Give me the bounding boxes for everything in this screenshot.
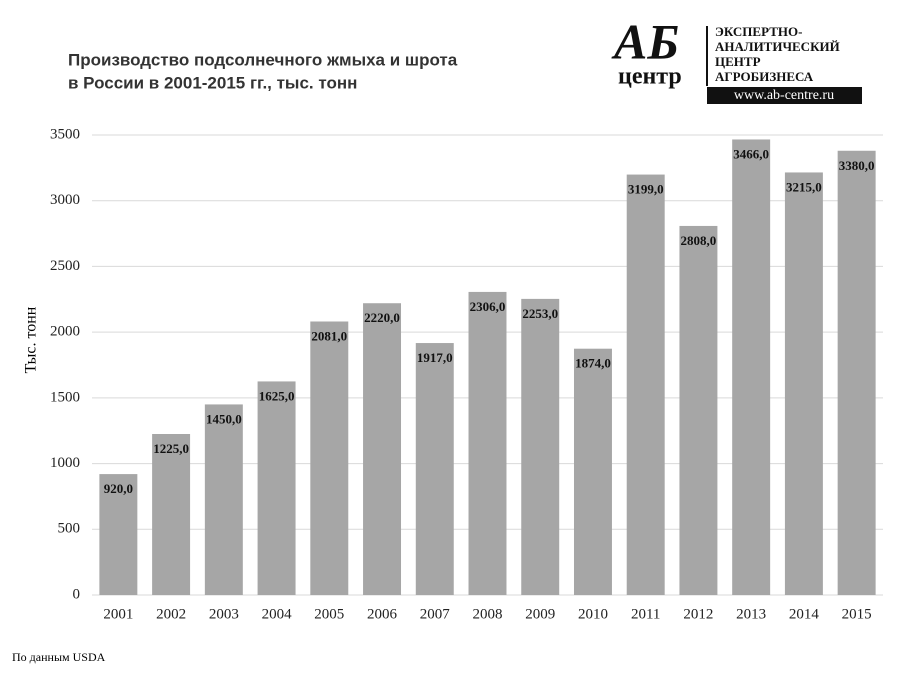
value-label: 2081,0	[311, 328, 347, 343]
bar	[152, 434, 191, 595]
value-label: 1917,0	[417, 350, 453, 365]
value-label: 3199,0	[628, 182, 664, 197]
y-tick-label: 0	[73, 586, 81, 602]
value-label: 1874,0	[575, 356, 611, 371]
x-tick-label: 2002	[156, 606, 186, 622]
logo: АБ центр ЭКСПЕРТНО- АНАЛИТИЧЕСКИЙ ЦЕНТР …	[611, 13, 862, 104]
bar	[363, 303, 402, 595]
value-label: 1625,0	[259, 388, 295, 403]
value-label: 2253,0	[522, 306, 558, 321]
value-label: 2220,0	[364, 310, 400, 325]
value-label: 2306,0	[470, 299, 506, 314]
logo-mark: АБ	[611, 13, 679, 69]
x-tick-label: 2015	[842, 606, 872, 622]
source-note: По данным USDA	[12, 650, 106, 664]
logo-sub: центр	[618, 64, 682, 90]
y-tick-label: 3500	[50, 126, 80, 142]
x-tick-label: 2009	[525, 606, 555, 622]
bar	[837, 150, 876, 595]
chart-title: в России в 2001-2015 гг., тыс. тонн	[68, 73, 357, 92]
x-tick-label: 2008	[473, 606, 503, 622]
x-tick-label: 2014	[789, 606, 820, 622]
logo-text: АГРОБИЗНЕСА	[715, 69, 814, 84]
y-tick-label: 1500	[50, 389, 80, 405]
y-tick-label: 500	[58, 521, 81, 537]
bar	[415, 343, 454, 595]
x-tick-label: 2010	[578, 606, 608, 622]
bar	[679, 225, 718, 595]
logo-url-box	[707, 87, 862, 104]
bar	[626, 174, 665, 595]
logo-text: ЭКСПЕРТНО-	[715, 24, 802, 39]
y-tick-label: 2000	[50, 324, 80, 340]
value-label: 3215,0	[786, 179, 822, 194]
bar	[521, 298, 560, 595]
y-tick-label: 3000	[50, 192, 80, 208]
bar	[732, 139, 771, 595]
y-tick-label: 2500	[50, 258, 80, 274]
bar	[784, 172, 823, 595]
x-tick-label: 2011	[631, 606, 660, 622]
x-tick-label: 2013	[736, 606, 766, 622]
x-tick-label: 2006	[367, 606, 398, 622]
y-axis-label: Тыс. тонн	[23, 306, 40, 373]
value-label: 1450,0	[206, 411, 242, 426]
logo-url: www.ab-centre.ru	[734, 88, 834, 103]
bar	[257, 381, 296, 595]
logo-text: ЦЕНТР	[715, 54, 761, 69]
x-tick-label: 2005	[314, 606, 344, 622]
y-tick-label: 1000	[50, 455, 80, 471]
value-label: 2808,0	[681, 233, 717, 248]
x-tick-label: 2001	[103, 606, 133, 622]
value-label: 1225,0	[153, 441, 189, 456]
x-tick-label: 2012	[683, 606, 713, 622]
bar	[204, 404, 243, 595]
bar	[310, 321, 349, 595]
bar	[468, 291, 507, 595]
value-label: 3466,0	[733, 146, 769, 161]
value-label: 3380,0	[839, 158, 875, 173]
logo-text: АНАЛИТИЧЕСКИЙ	[715, 39, 840, 54]
bar	[99, 474, 138, 595]
x-tick-label: 2003	[209, 606, 239, 622]
x-tick-label: 2004	[262, 606, 293, 622]
bar	[573, 348, 612, 595]
chart-title: Производство подсолнечного жмыха и шрота	[68, 50, 458, 69]
value-label: 920,0	[104, 481, 133, 496]
x-tick-label: 2007	[420, 606, 451, 622]
